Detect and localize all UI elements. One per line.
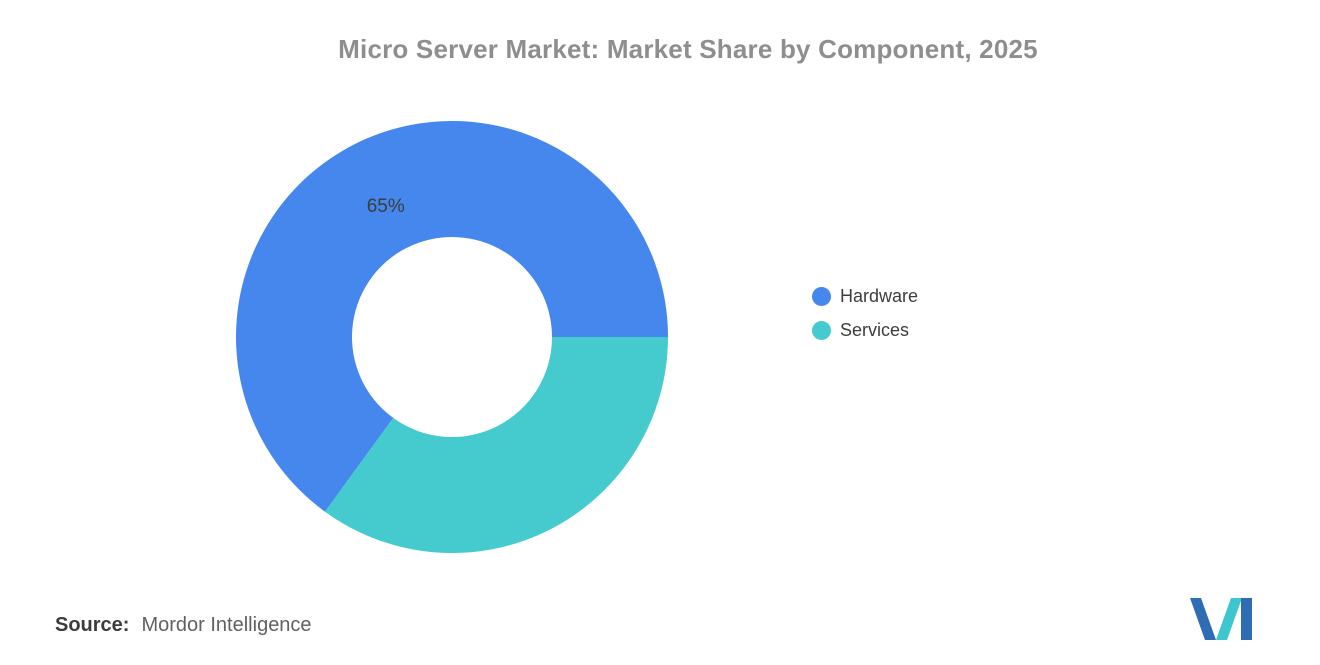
legend: Hardware Services [812, 286, 918, 354]
legend-marker-services-icon [812, 321, 831, 340]
chart-title: Micro Server Market: Market Share by Com… [338, 34, 1038, 64]
donut-slice-services [325, 337, 668, 554]
legend-marker-hardware-icon [812, 287, 831, 306]
legend-label-hardware: Hardware [840, 286, 919, 306]
slice-data-label-hardware: 65% [367, 196, 405, 217]
legend-item-hardware: Hardware [812, 286, 918, 307]
source-note: Source: Mordor Intelligence [55, 614, 312, 637]
mordor-intelligence-logo-icon [1190, 598, 1252, 640]
source-label: Source: [55, 614, 130, 636]
donut-slice-hardware [236, 121, 669, 512]
legend-label-services: Services [840, 320, 910, 340]
legend-item-services: Services [812, 320, 918, 341]
source-value: Mordor Intelligence [141, 614, 312, 636]
